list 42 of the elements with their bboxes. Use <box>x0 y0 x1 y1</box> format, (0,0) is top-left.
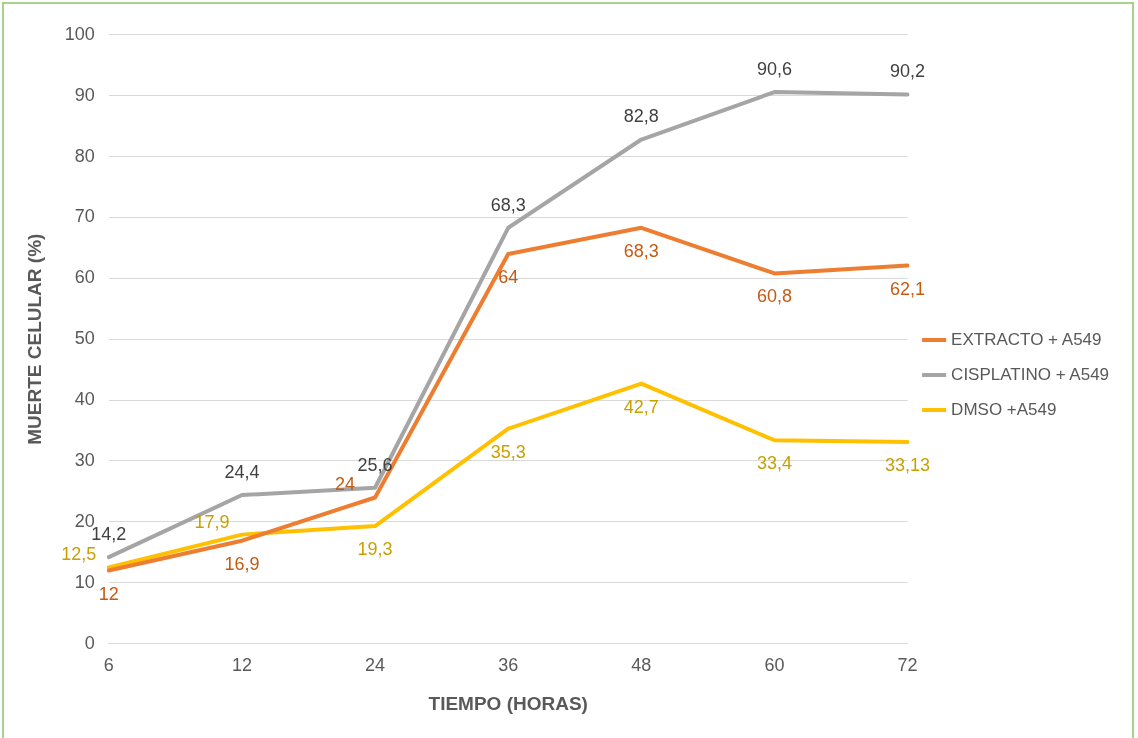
y-tick-label: 0 <box>84 632 95 653</box>
data-label: 25,6 <box>357 454 393 475</box>
legend-label: CISPLATINO + A549 <box>951 364 1110 384</box>
x-tick-label: 12 <box>231 655 252 676</box>
y-tick-label: 50 <box>74 328 95 349</box>
data-label: 64 <box>498 266 519 287</box>
data-label: 62,1 <box>890 278 926 299</box>
y-tick-label: 10 <box>74 571 95 592</box>
data-label: 19,3 <box>357 539 393 560</box>
data-label: 33,4 <box>756 453 792 474</box>
data-label: 35,3 <box>490 441 526 462</box>
data-label: 42,7 <box>623 396 659 417</box>
data-label: 17,9 <box>194 511 230 532</box>
legend-label: EXTRACTO + A549 <box>951 329 1102 349</box>
y-tick-label: 30 <box>74 449 95 470</box>
y-axis-title: MUERTE CELULAR (%) <box>23 233 45 445</box>
y-tick-label: 90 <box>74 84 95 105</box>
x-tick-label: 24 <box>365 655 386 676</box>
x-tick-label: 60 <box>764 655 785 676</box>
data-label: 12,5 <box>61 544 97 565</box>
x-axis-title: TIEMPO (HORAS) <box>428 692 588 714</box>
data-label: 82,8 <box>623 106 659 127</box>
data-label: 68,3 <box>623 240 659 261</box>
y-tick-label: 60 <box>74 267 95 288</box>
data-label: 60,8 <box>756 286 792 307</box>
data-label: 24,4 <box>224 462 260 483</box>
x-tick-label: 48 <box>631 655 652 676</box>
x-tick-label: 6 <box>103 655 114 676</box>
x-tick-label: 72 <box>897 655 918 676</box>
data-label: 90,6 <box>756 59 792 79</box>
data-label: 16,9 <box>224 553 260 574</box>
data-label: 24 <box>335 474 356 495</box>
data-label: 90,2 <box>890 61 926 82</box>
y-tick-label: 80 <box>74 145 95 166</box>
y-tick-label: 70 <box>74 206 95 227</box>
y-tick-label: 40 <box>74 389 95 410</box>
x-tick-label: 36 <box>498 655 519 676</box>
data-label: 68,3 <box>490 194 526 215</box>
y-tick-label: 100 <box>64 23 95 44</box>
data-label: 33,13 <box>885 454 931 475</box>
legend-label: DMSO +A549 <box>951 399 1057 419</box>
data-label: 12 <box>98 583 119 604</box>
